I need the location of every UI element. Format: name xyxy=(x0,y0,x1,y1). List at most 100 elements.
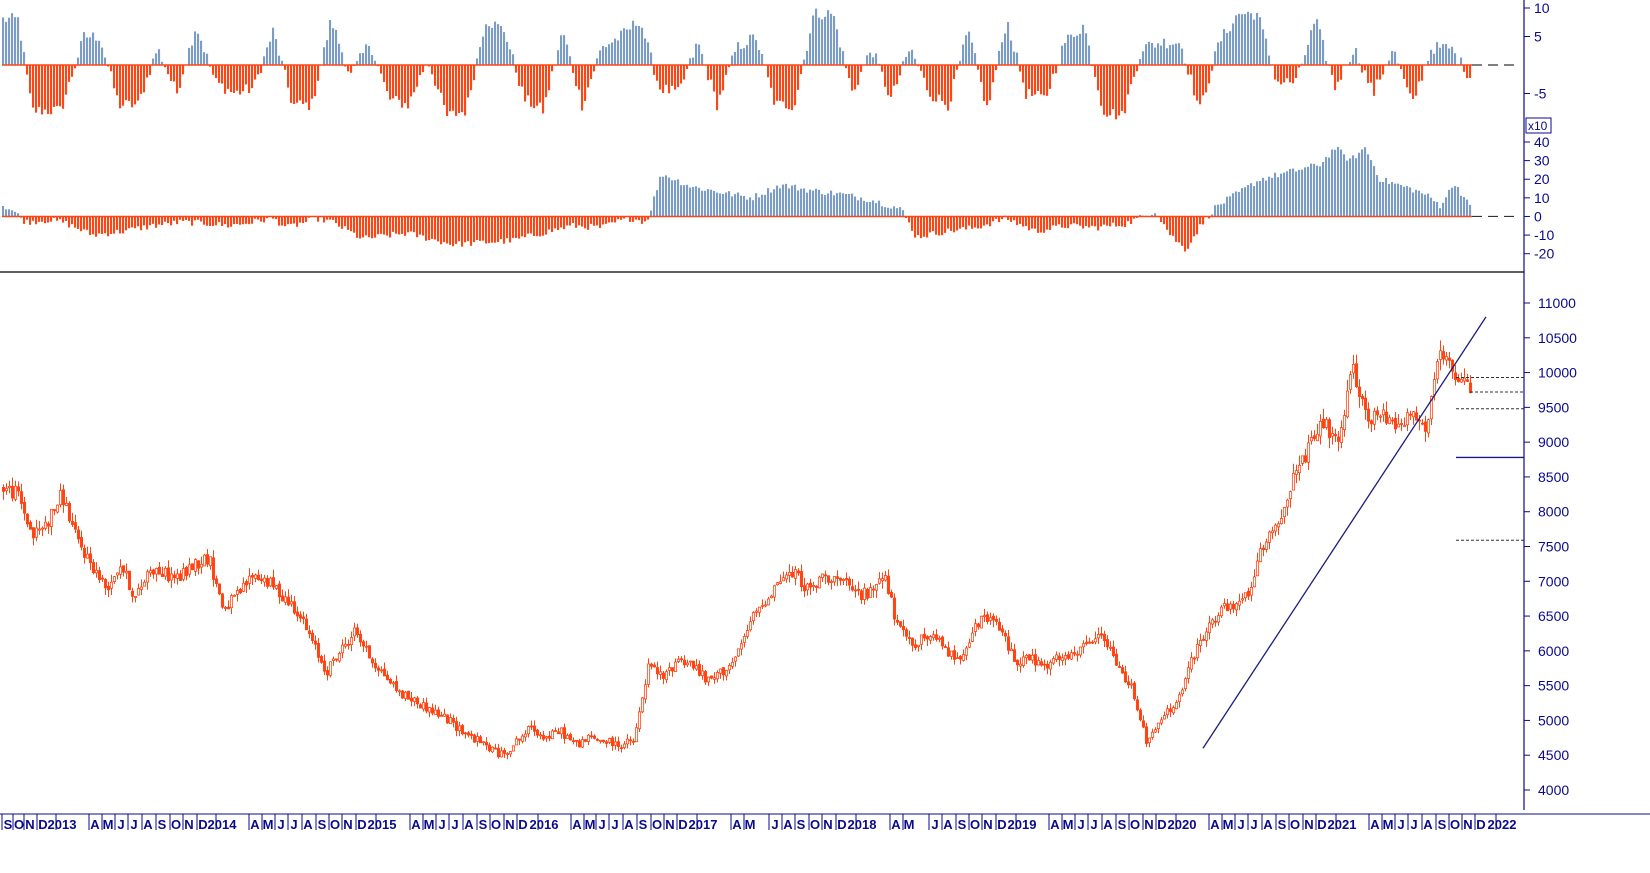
osc-bar xyxy=(59,65,62,107)
osc-bar xyxy=(1001,42,1004,65)
x-tick-label: 2018 xyxy=(848,817,877,832)
x-tick-label: N xyxy=(184,817,193,832)
osc-bar xyxy=(980,216,983,229)
osc-bar xyxy=(1250,183,1253,217)
osc-bar xyxy=(293,216,296,224)
candle-body xyxy=(1024,655,1029,659)
osc-bar xyxy=(1283,172,1286,217)
osc-bar xyxy=(479,47,482,65)
osc-bar xyxy=(176,216,179,225)
osc-bar xyxy=(1010,40,1013,65)
osc-bar xyxy=(398,65,401,100)
osc-bar xyxy=(1355,158,1358,217)
osc-bar xyxy=(974,216,977,228)
x-tick-label: A xyxy=(783,817,793,832)
candle-body xyxy=(67,503,72,522)
osc-bar xyxy=(896,65,899,85)
osc-bar xyxy=(1127,216,1130,222)
osc-bar xyxy=(1241,188,1244,217)
candle-body xyxy=(670,667,675,672)
osc-bar xyxy=(1328,157,1331,217)
candle-body xyxy=(715,672,720,680)
osc-bar xyxy=(527,216,530,234)
osc-bar xyxy=(758,50,761,65)
osc-bar xyxy=(1040,65,1043,95)
candle-body xyxy=(25,513,30,525)
osc-bar xyxy=(1112,65,1115,110)
candle-body xyxy=(655,667,660,675)
candle-body xyxy=(256,574,261,581)
osc-bar xyxy=(323,216,326,223)
osc-bar xyxy=(572,65,575,73)
osc-bar xyxy=(833,16,836,65)
osc-bar xyxy=(14,211,17,217)
osc-bar xyxy=(1082,24,1085,65)
candle-body xyxy=(1456,377,1461,383)
y-tick-label: 4500 xyxy=(1538,747,1569,763)
osc-bar xyxy=(1250,13,1253,65)
candle-body xyxy=(922,633,927,639)
osc-bar xyxy=(1214,205,1217,217)
osc-bar xyxy=(812,15,815,66)
osc-bar xyxy=(749,34,752,65)
osc-bar xyxy=(1388,183,1391,217)
osc-bar xyxy=(1154,213,1157,217)
osc-bar xyxy=(524,65,527,102)
x-tick-label: J xyxy=(1090,817,1097,832)
osc-bar xyxy=(1277,177,1280,217)
y-tick-label: -5 xyxy=(1534,86,1547,102)
x-tick-label: A xyxy=(624,817,634,832)
osc-bar xyxy=(95,216,98,237)
osc-bar xyxy=(599,216,602,229)
candle-body xyxy=(100,577,105,580)
osc-bar xyxy=(140,65,143,94)
x-tick-label: A xyxy=(464,817,474,832)
candle-body xyxy=(334,658,339,661)
osc-bar xyxy=(1130,65,1133,85)
osc-bar xyxy=(947,216,950,229)
osc-bar xyxy=(872,200,875,217)
osc-bar xyxy=(986,65,989,106)
candle-body xyxy=(469,733,474,736)
osc-bar xyxy=(1247,11,1250,65)
osc-bar xyxy=(737,192,740,217)
osc-bar xyxy=(683,185,686,217)
candle-body xyxy=(502,750,507,754)
osc-bar xyxy=(533,216,536,237)
osc-bar xyxy=(932,65,935,102)
osc-bar xyxy=(458,216,461,242)
osc-bar xyxy=(929,216,932,233)
candle-body xyxy=(862,587,867,601)
osc-bar xyxy=(92,32,95,65)
osc-bar xyxy=(947,65,950,111)
x-tick-label: 2014 xyxy=(208,817,238,832)
osc-bar xyxy=(1379,65,1382,80)
osc-bar xyxy=(1394,51,1397,65)
osc-bar xyxy=(1445,197,1448,217)
x-tick-label: M xyxy=(424,817,435,832)
candle-body xyxy=(1237,600,1242,606)
candle-body xyxy=(853,589,858,592)
osc-bar xyxy=(236,216,239,224)
osc-bar xyxy=(131,65,134,108)
osc-bar xyxy=(293,65,296,105)
osc-bar xyxy=(809,33,812,65)
osc-bar xyxy=(32,216,35,221)
candle-body xyxy=(412,697,417,702)
osc-bar xyxy=(1052,65,1055,74)
osc-bar xyxy=(848,65,851,79)
osc-bar xyxy=(422,216,425,236)
osc-bar xyxy=(662,65,665,94)
osc-bar xyxy=(296,216,299,227)
osc-bar xyxy=(503,216,506,244)
osc-bar xyxy=(74,216,77,228)
candle-body xyxy=(184,566,189,577)
osc-bar xyxy=(971,216,974,229)
candle-body xyxy=(529,725,534,728)
osc-bar xyxy=(155,216,158,228)
y-tick-label: -10 xyxy=(1534,227,1554,243)
osc-bar xyxy=(536,216,539,237)
osc-bar xyxy=(836,193,839,217)
osc-bar xyxy=(1307,166,1310,217)
osc-bar xyxy=(788,188,791,217)
